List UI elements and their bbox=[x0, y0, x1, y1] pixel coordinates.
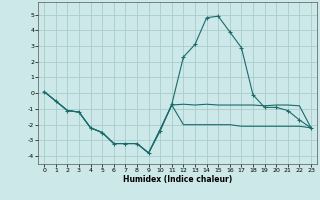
X-axis label: Humidex (Indice chaleur): Humidex (Indice chaleur) bbox=[123, 175, 232, 184]
